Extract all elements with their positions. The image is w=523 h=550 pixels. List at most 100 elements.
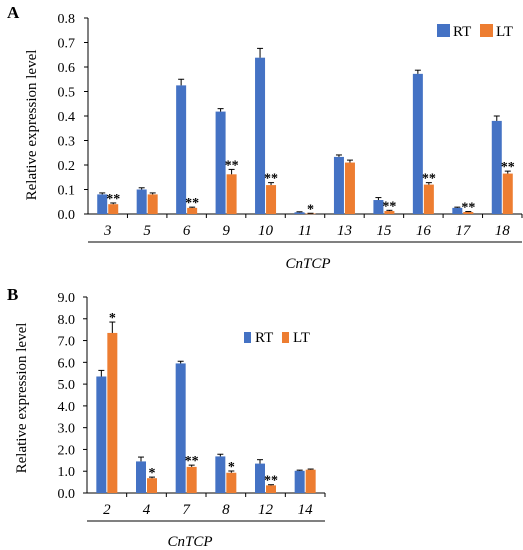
panel-a-bar-lt bbox=[266, 185, 277, 214]
panel-b-bar-rt bbox=[215, 456, 226, 493]
panel-b-bar-lt bbox=[226, 472, 237, 493]
panel-a-xlabel: CnTCP bbox=[285, 256, 330, 272]
panel-b-ytick-label: 0.0 bbox=[58, 487, 76, 502]
panel-a-ytick-label: 0.0 bbox=[58, 208, 76, 223]
panel-b-ytick-label: 6.0 bbox=[58, 356, 76, 371]
panel-a-bar-rt bbox=[215, 111, 226, 214]
panel-a-significance-label: ** bbox=[106, 192, 120, 207]
panel-b-ytick-label: 2.0 bbox=[58, 443, 76, 458]
panel-b-ytick-label: 8.0 bbox=[58, 313, 76, 328]
panel-a-ytick-label: 0.8 bbox=[58, 12, 76, 27]
panel-b-xtick-label: 7 bbox=[182, 502, 191, 518]
legend-a-rt-swatch bbox=[437, 24, 450, 37]
panel-b-xtick-label: 8 bbox=[222, 502, 230, 518]
panel-a-bar-rt bbox=[491, 120, 502, 214]
panel-a-xtick-label: 5 bbox=[143, 223, 151, 239]
panel-b-ytick-label: 3.0 bbox=[58, 422, 76, 437]
panel-a-bar-rt bbox=[136, 189, 147, 214]
panel-a-bar-lt bbox=[187, 207, 198, 214]
panel-a-xtick-label: 13 bbox=[337, 223, 352, 239]
panel-a-significance-label: * bbox=[307, 202, 314, 217]
panel-b-xlabel: CnTCP bbox=[167, 534, 212, 550]
panel-a-bar-lt bbox=[344, 162, 355, 214]
panel-b-marks: 0.0 1.0 2.0 3.0 4.0 5.0 6.0 7.0 8.0 9.0 2 * 4 * 7 ** 8 * 1… bbox=[58, 291, 326, 522]
panel-a-significance-label: ** bbox=[185, 196, 199, 211]
panel-a-xtick-label: 10 bbox=[258, 223, 274, 239]
panel-letter-b: B bbox=[7, 285, 18, 304]
panel-a-xtick-label: 9 bbox=[222, 223, 230, 239]
panel-b-bar-lt bbox=[107, 332, 118, 493]
panel-b-bar-lt bbox=[266, 485, 276, 493]
panel-a-bar-rt bbox=[255, 57, 266, 214]
panel-b-significance-label: ** bbox=[185, 454, 199, 469]
panel-b-bar-rt bbox=[136, 461, 146, 493]
panel-b-bar-lt bbox=[186, 466, 197, 493]
panel-b-bar-rt bbox=[175, 363, 186, 493]
panel-a: A Relative expression level CnTCP RT LT … bbox=[7, 3, 523, 272]
panel-b-ytick-label: 1.0 bbox=[58, 465, 76, 480]
panel-b-ylabel: Relative expression level bbox=[14, 323, 30, 474]
panel-a-ytick-label: 0.7 bbox=[58, 37, 76, 52]
panel-b: B Relative expression level CnTCP RT LT … bbox=[7, 285, 326, 550]
panel-a-xtick-label: 11 bbox=[298, 223, 312, 239]
panel-b-xtick-label: 12 bbox=[258, 502, 274, 518]
panel-b-significance-label: * bbox=[149, 466, 156, 481]
panel-a-significance-label: ** bbox=[461, 201, 475, 216]
legend-b-lt-label: LT bbox=[293, 330, 310, 346]
panel-a-significance-label: ** bbox=[501, 160, 515, 175]
panel-a-bar-rt bbox=[294, 212, 305, 214]
panel-a-bar-rt bbox=[176, 85, 187, 214]
panel-a-bar-rt bbox=[97, 194, 108, 214]
legend-a-lt-swatch bbox=[480, 24, 493, 37]
panel-b-ytick-label: 5.0 bbox=[58, 378, 76, 393]
legend-b-lt-swatch bbox=[282, 332, 289, 343]
panel-a-ytick-label: 0.5 bbox=[58, 86, 76, 101]
panel-b-significance-label: * bbox=[228, 460, 235, 475]
panel-a-significance-label: ** bbox=[225, 158, 239, 173]
panel-a-xtick-label: 17 bbox=[455, 223, 472, 239]
panel-a-xtick-label: 3 bbox=[103, 223, 112, 239]
panel-a-xtick-label: 15 bbox=[376, 223, 392, 239]
panel-a-bar-lt bbox=[502, 173, 513, 214]
panel-b-significance-label: ** bbox=[264, 474, 278, 489]
legend-a-rt-label: RT bbox=[453, 24, 471, 40]
panel-a-xtick-label: 16 bbox=[416, 223, 432, 239]
panel-a-significance-label: ** bbox=[382, 199, 396, 214]
panel-a-ytick-label: 0.3 bbox=[58, 135, 76, 150]
panel-a-ytick-label: 0.4 bbox=[58, 110, 76, 125]
panel-b-ytick-label: 7.0 bbox=[58, 335, 76, 350]
panel-a-bar-lt bbox=[423, 184, 434, 214]
panel-b-xtick-label: 2 bbox=[103, 502, 111, 518]
panel-b-bar-rt bbox=[96, 376, 107, 493]
panel-a-bar-lt bbox=[305, 213, 316, 215]
panel-a-bar-lt bbox=[384, 211, 395, 214]
panel-b-ytick-label: 4.0 bbox=[58, 400, 76, 415]
panel-a-bar-rt bbox=[333, 156, 344, 214]
panel-a-bar-lt bbox=[108, 204, 119, 214]
panel-a-xtick-label: 18 bbox=[495, 223, 511, 239]
panel-b-bar-rt bbox=[255, 463, 265, 493]
panel-a-ylabel: Relative expression level bbox=[24, 50, 40, 201]
panel-a-significance-label: ** bbox=[422, 172, 436, 187]
panel-a-ytick-label: 0.1 bbox=[58, 184, 76, 199]
panel-a-bar-lt bbox=[226, 174, 237, 214]
legend-a-lt-label: LT bbox=[496, 24, 513, 40]
panel-a-xtick-label: 6 bbox=[183, 223, 191, 239]
panel-a-bar-rt bbox=[373, 200, 384, 214]
panel-b-bar-lt bbox=[147, 478, 157, 493]
panel-a-bar-lt bbox=[463, 212, 474, 214]
panel-b-xtick-label: 14 bbox=[298, 502, 314, 518]
panel-a-bar-lt bbox=[147, 194, 158, 214]
panel-a-marks: 0.0 0.1 0.2 0.3 0.4 0.5 0.6 0.7 0.8 3 ** 5 6 ** 9 ** 10 *… bbox=[58, 12, 523, 243]
panel-b-ytick-label: 9.0 bbox=[58, 291, 76, 306]
legend-b-rt-swatch bbox=[244, 332, 251, 343]
panel-a-ytick-label: 0.2 bbox=[58, 159, 76, 174]
panel-a-bar-rt bbox=[452, 207, 463, 214]
panel-b-bar-rt bbox=[294, 470, 305, 493]
panel-a-bar-rt bbox=[412, 73, 423, 214]
legend-b-rt-label: RT bbox=[255, 330, 273, 346]
panel-a-significance-label: ** bbox=[264, 172, 278, 187]
panel-a-ytick-label: 0.6 bbox=[58, 61, 76, 76]
